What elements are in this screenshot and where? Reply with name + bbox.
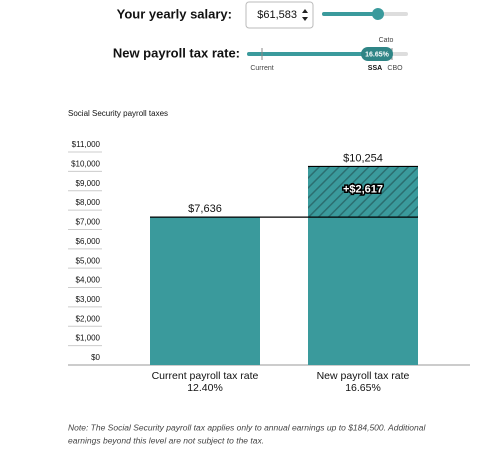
rate-fill [247,52,377,56]
y-tick-label: $4,000 [76,276,101,285]
increase-label: +$2,617 [343,184,383,196]
x-tick-sublabel: 12.40% [187,382,223,394]
y-tick-label: $11,000 [72,140,101,149]
x-tick-label: Current payroll tax rate [152,370,259,382]
y-tick-label: $5,000 [76,256,101,265]
chart-title: Social Security payroll taxes [68,109,168,118]
salary-input[interactable] [245,1,314,29]
y-tick-label: $3,000 [76,295,101,304]
y-tick-label: $9,000 [76,179,101,188]
rate-thumb[interactable] [361,47,393,61]
y-tick-label: $2,000 [76,314,101,323]
spin-up[interactable] [302,9,308,13]
marker-label: CBO [387,65,403,72]
rate-label: New payroll tax rate: [113,45,240,60]
y-tick-label: $6,000 [76,237,101,246]
y-tick-label: $7,000 [76,218,101,227]
increase-segment [308,166,418,218]
y-tick-label: $0 [91,353,100,362]
y-tick-label: $1,000 [76,334,101,343]
y-tick-label: $8,000 [76,198,101,207]
y-tick-label: $10,000 [71,159,100,168]
note: Note: The Social Security payroll tax ap… [68,422,426,432]
salary-thumb[interactable] [372,8,384,20]
marker-label: Current [250,65,273,72]
bar [150,217,260,365]
marker-label: SSA [368,65,382,72]
value-label: $10,254 [343,152,383,164]
x-tick-sublabel: 16.65% [345,382,381,394]
note: earnings beyond this level are not subje… [68,435,264,445]
salary-label: Your yearly salary: [117,6,232,21]
value-label: $7,636 [188,203,222,215]
spin-down[interactable] [302,17,308,21]
rate-value: 16.65% [365,51,390,58]
salary-fill [322,12,378,16]
x-tick-label: New payroll tax rate [317,370,410,382]
salary-value: $61,583 [257,9,297,21]
chart: $0 $1,000 $2,000 $3,000 $4,000 $5,000 $6,000 $7… [68,140,470,394]
marker-label: Cato [379,37,394,44]
